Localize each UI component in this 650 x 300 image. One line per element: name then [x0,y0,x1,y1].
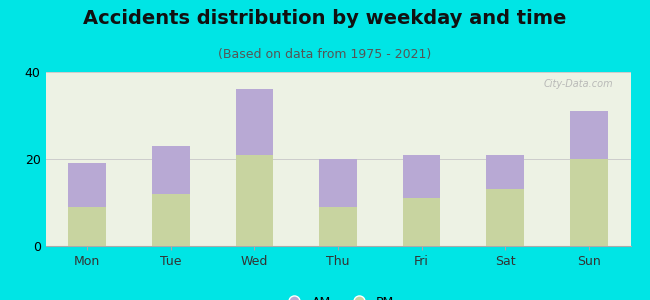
Bar [152,146,190,194]
Legend: AM, PM: AM, PM [277,290,399,300]
Text: (Based on data from 1975 - 2021): (Based on data from 1975 - 2021) [218,48,432,61]
Bar [68,207,106,246]
Bar [235,89,273,154]
Text: Accidents distribution by weekday and time: Accidents distribution by weekday and ti… [83,9,567,28]
Bar [68,163,106,207]
Text: City-Data.com: City-Data.com [543,79,613,89]
Bar [152,194,190,246]
Bar [319,207,357,246]
Bar [570,111,608,159]
Bar [403,154,440,198]
Bar [486,190,524,246]
Bar [235,154,273,246]
Bar [403,198,440,246]
Bar [319,159,357,207]
Bar [570,159,608,246]
Bar [486,154,524,190]
